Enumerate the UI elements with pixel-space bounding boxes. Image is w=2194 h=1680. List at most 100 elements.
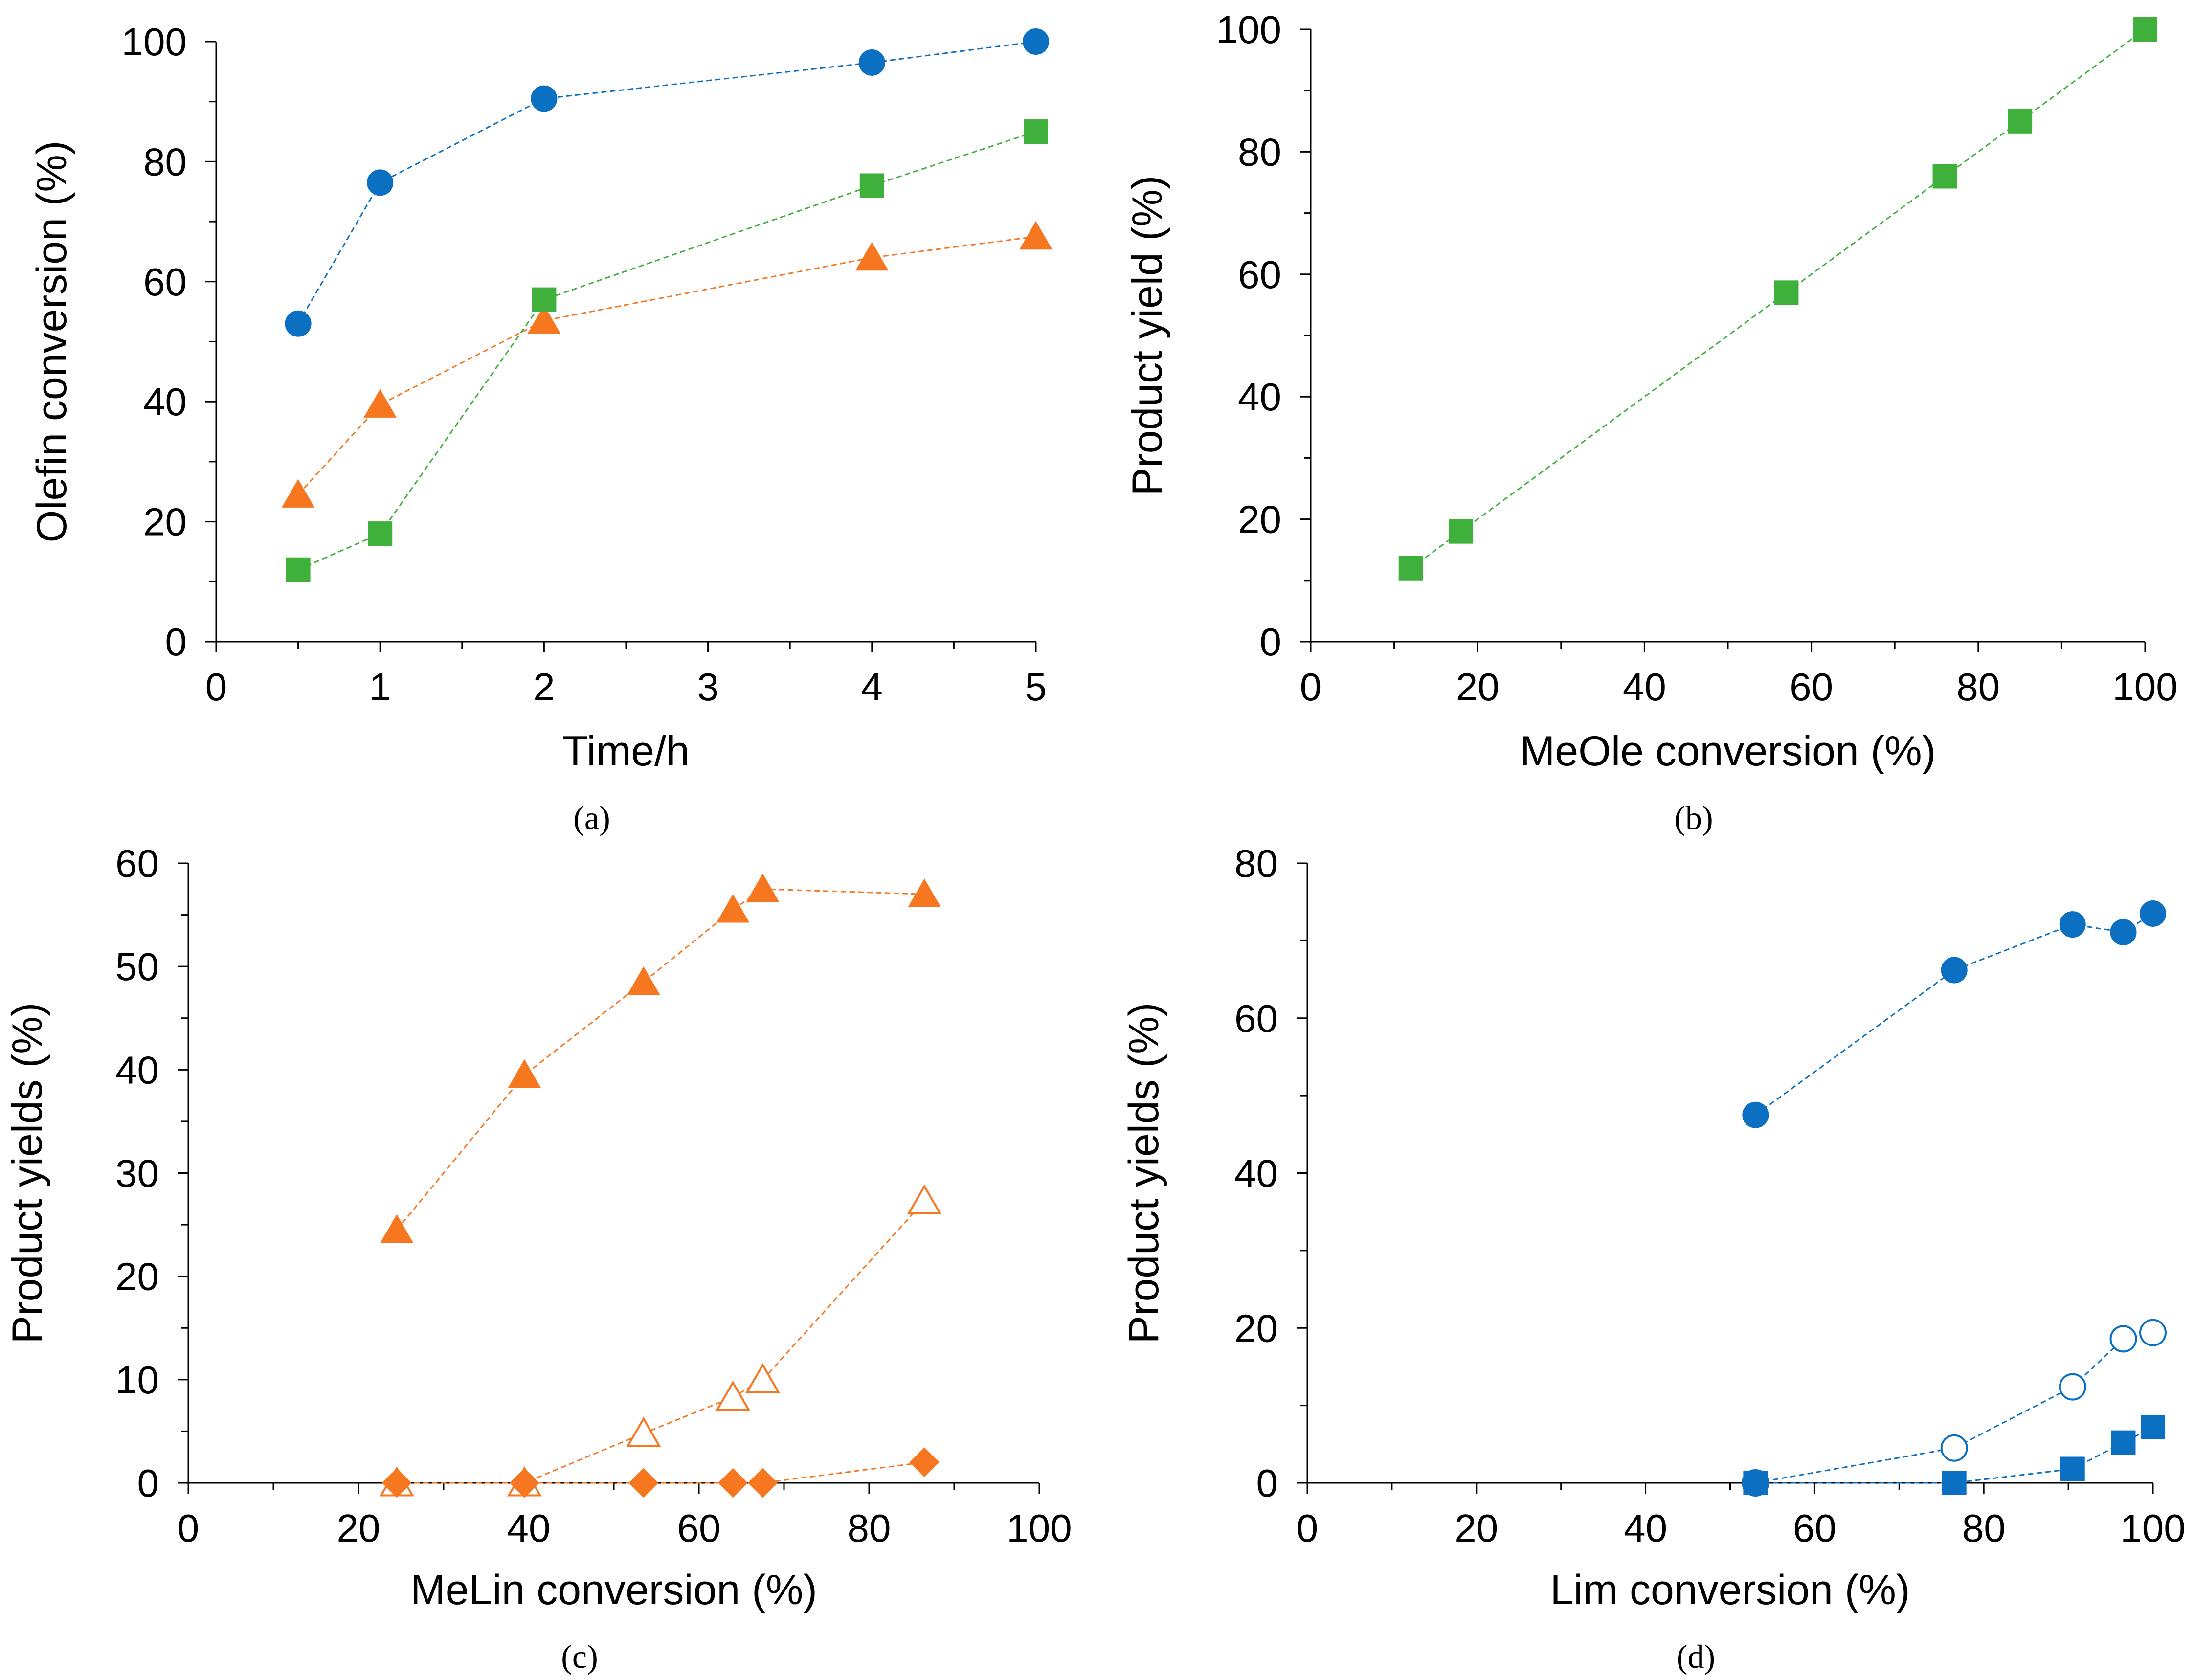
y-tick-label: 0: [137, 1461, 159, 1505]
y-tick-label: 80: [1234, 842, 1278, 885]
y-tick-label: 60: [1238, 253, 1281, 296]
x-tick-label: 80: [848, 1506, 891, 1550]
series-line-diamond: [397, 1461, 925, 1484]
x-tick-label: 100: [2120, 1506, 2185, 1550]
y-tick-label: 0: [165, 620, 187, 664]
x-tick-label: 2: [533, 665, 555, 709]
data-point-square: [1024, 119, 1048, 144]
data-point-triangle-open: [907, 1184, 942, 1215]
x-tick-label: 60: [677, 1506, 721, 1550]
data-point-triangle-open: [745, 1363, 780, 1393]
y-tick-label: 0: [1260, 620, 1282, 664]
data-point-diamond: [909, 1447, 940, 1478]
data-point-square: [2133, 17, 2157, 42]
data-point-circle: [2059, 911, 2086, 938]
data-point-diamond: [628, 1468, 659, 1498]
data-point-triangle: [527, 305, 561, 334]
x-tick-label: 20: [1455, 1506, 1498, 1550]
x-tick-label: 20: [1456, 665, 1500, 709]
data-point-triangle: [380, 1214, 414, 1243]
data-point-square: [1774, 280, 1799, 305]
data-point-diamond: [748, 1468, 778, 1498]
data-point-circle-open: [2139, 1319, 2167, 1346]
data-point-triangle: [508, 1059, 541, 1088]
y-axis-title: Product yield (%): [1124, 176, 1171, 496]
x-tick-label: 3: [697, 665, 719, 709]
x-tick-label: 1: [369, 665, 391, 709]
data-point-diamond: [509, 1468, 539, 1498]
series-line-triangle: [297, 236, 1036, 495]
data-point-triangle: [746, 873, 780, 902]
y-tick-label: 20: [1234, 1306, 1278, 1350]
series-line-circle: [1755, 913, 2153, 1116]
data-point-square: [1398, 556, 1423, 581]
data-point-circle: [1742, 1101, 1769, 1128]
data-point-triangle: [281, 479, 315, 508]
x-tick-label: 0: [178, 1506, 200, 1550]
panel-label: (d): [1677, 1638, 1715, 1675]
data-point-triangle: [363, 389, 397, 418]
data-point-circle: [367, 169, 394, 196]
x-tick-label: 80: [1956, 665, 2000, 709]
data-point-triangle-open: [716, 1380, 751, 1411]
x-tick-label: 100: [1007, 1506, 1072, 1550]
data-point-triangle: [1019, 221, 1052, 250]
data-point-square: [286, 557, 311, 582]
x-tick-label: 40: [507, 1506, 551, 1550]
x-tick-label: 40: [1623, 665, 1666, 709]
data-point-square: [2141, 1414, 2165, 1439]
x-axis-title: MeLin conversion (%): [410, 1567, 817, 1613]
x-tick-label: 100: [2112, 665, 2177, 709]
x-tick-label: 5: [1025, 665, 1047, 709]
series-line-triangle-open: [397, 1200, 925, 1484]
x-axis-title: MeOle conversion (%): [1520, 728, 1936, 775]
data-point-square: [1942, 1471, 1967, 1495]
y-axis-title: Olefin conversion (%): [28, 140, 75, 542]
x-tick-label: 0: [1300, 665, 1322, 709]
x-axis-title: Lim conversion (%): [1550, 1567, 1910, 1613]
x-tick-label: 0: [205, 665, 227, 709]
y-tick-label: 40: [115, 1048, 159, 1092]
panel-label: (b): [1674, 799, 1713, 836]
data-point-square: [532, 287, 557, 312]
y-tick-label: 10: [115, 1358, 159, 1402]
data-point-square: [368, 521, 393, 546]
y-tick-label: 80: [1238, 130, 1281, 174]
panel-label: (c): [561, 1638, 598, 1675]
y-tick-label: 40: [1234, 1152, 1278, 1195]
data-point-circle-open: [1940, 1434, 1968, 1462]
y-tick-label: 20: [115, 1255, 159, 1299]
data-point-circle: [2110, 918, 2137, 945]
y-tick-label: 60: [115, 842, 159, 885]
data-point-circle: [1023, 28, 1049, 55]
x-tick-label: 20: [337, 1506, 381, 1550]
data-point-triangle: [855, 242, 889, 271]
data-point-circle: [858, 49, 885, 76]
y-tick-label: 100: [1216, 8, 1281, 51]
data-point-square: [1743, 1471, 1768, 1495]
y-tick-label: 20: [143, 500, 187, 544]
x-tick-label: 0: [1297, 1506, 1319, 1550]
data-point-triangle: [627, 966, 660, 995]
data-point-diamond: [718, 1468, 748, 1498]
y-tick-label: 80: [143, 140, 187, 183]
data-point-square: [2060, 1456, 2085, 1481]
data-point-square: [2008, 109, 2033, 134]
y-tick-label: 30: [115, 1152, 159, 1195]
chart-panel-4: 0 20 40 60 80 100 0 20 40 60 80 Lim conversion (%) P…: [1120, 842, 2186, 1675]
x-tick-label: 80: [1962, 1506, 2006, 1550]
data-point-square: [1449, 519, 1474, 544]
y-axis-title: Product yields (%): [4, 1003, 51, 1344]
chart-panel-3: 0 20 40 60 80 100 0 10 20 30 40 50 60 MeLin conversio…: [4, 842, 1072, 1675]
y-tick-label: 60: [1234, 997, 1278, 1040]
y-tick-label: 50: [115, 945, 159, 988]
data-point-circle: [2140, 900, 2166, 927]
series-line-square: [1410, 28, 2146, 569]
data-point-triangle: [908, 878, 941, 907]
y-axis-title: Product yields (%): [1120, 1003, 1167, 1344]
y-tick-label: 20: [1238, 498, 1281, 541]
data-point-circle-open: [2109, 1325, 2137, 1353]
x-tick-label: 4: [861, 665, 883, 709]
data-point-circle: [531, 85, 558, 112]
